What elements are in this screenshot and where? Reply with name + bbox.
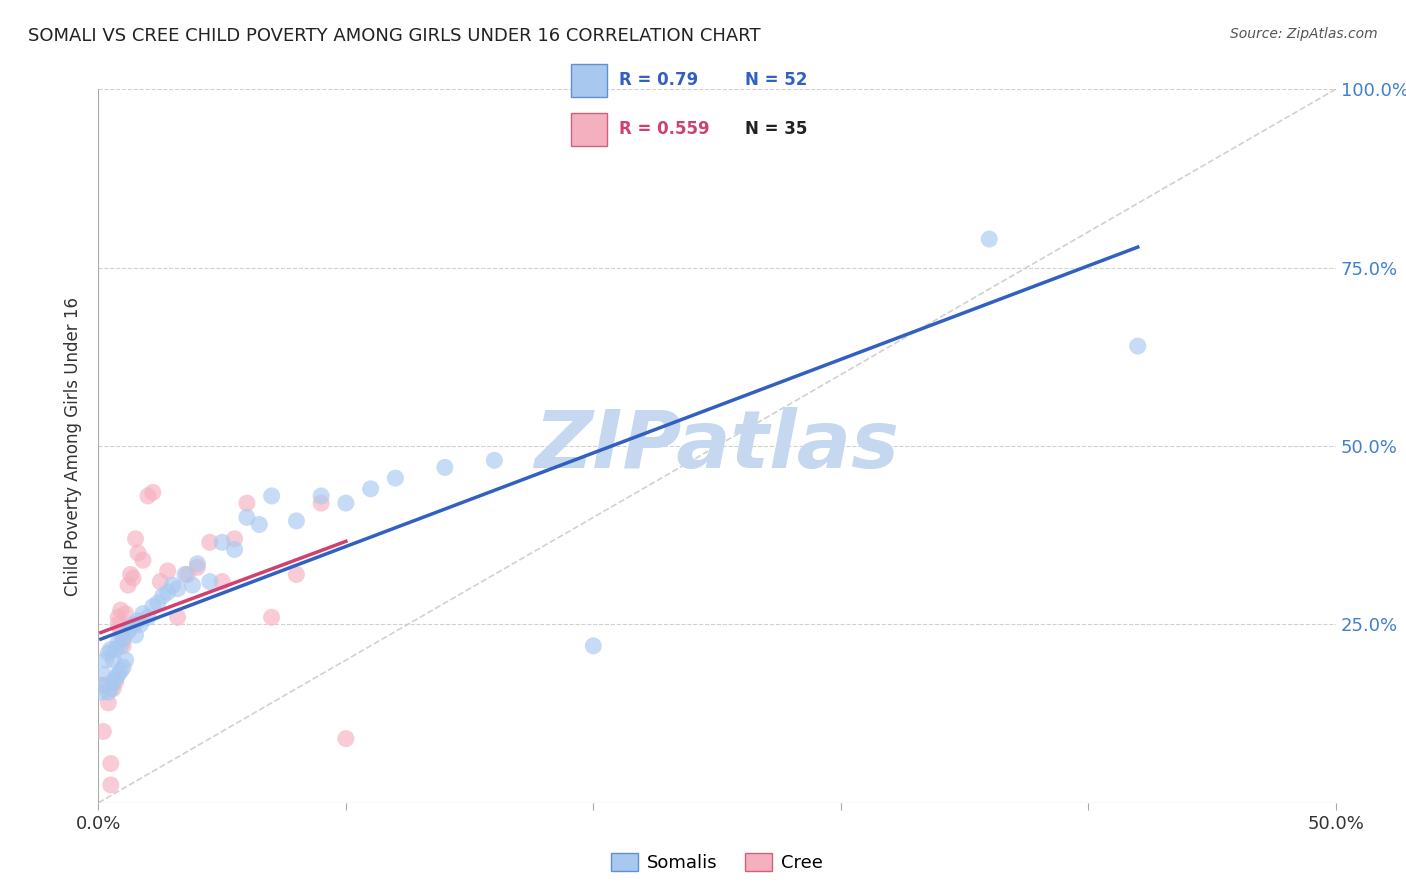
Point bbox=[127, 546, 149, 560]
Point bbox=[309, 496, 332, 510]
Point bbox=[110, 603, 132, 617]
Point bbox=[260, 610, 283, 624]
Point bbox=[117, 624, 139, 639]
Point bbox=[122, 571, 145, 585]
Point bbox=[103, 674, 125, 689]
Point bbox=[149, 574, 172, 589]
Point bbox=[132, 553, 155, 567]
Point bbox=[100, 681, 122, 696]
Point bbox=[236, 510, 259, 524]
Point bbox=[129, 617, 152, 632]
Text: R = 0.79: R = 0.79 bbox=[619, 70, 697, 88]
Point bbox=[186, 560, 208, 574]
Point bbox=[132, 607, 155, 621]
Point bbox=[112, 632, 135, 646]
Point bbox=[335, 731, 357, 746]
Point bbox=[114, 653, 136, 667]
Point bbox=[94, 653, 117, 667]
Text: ZIPatlas: ZIPatlas bbox=[534, 407, 900, 485]
Point bbox=[100, 756, 122, 771]
Point bbox=[104, 671, 127, 685]
Point bbox=[166, 610, 188, 624]
Point bbox=[114, 607, 136, 621]
Point bbox=[120, 567, 142, 582]
Point bbox=[100, 778, 122, 792]
Point bbox=[979, 232, 1001, 246]
Point bbox=[224, 532, 246, 546]
Point bbox=[93, 667, 115, 681]
Point bbox=[198, 574, 221, 589]
FancyBboxPatch shape bbox=[571, 113, 607, 145]
Point bbox=[176, 567, 198, 582]
Point bbox=[124, 532, 146, 546]
Point bbox=[484, 453, 506, 467]
Point bbox=[112, 660, 135, 674]
Point bbox=[174, 567, 197, 582]
Text: R = 0.559: R = 0.559 bbox=[619, 120, 709, 138]
Y-axis label: Child Poverty Among Girls Under 16: Child Poverty Among Girls Under 16 bbox=[65, 296, 83, 596]
Point bbox=[104, 674, 127, 689]
Point bbox=[97, 685, 120, 699]
Point bbox=[1126, 339, 1149, 353]
Point bbox=[110, 639, 132, 653]
Point bbox=[582, 639, 605, 653]
Point bbox=[156, 585, 179, 599]
Point bbox=[120, 621, 142, 635]
Point bbox=[136, 489, 159, 503]
Point bbox=[110, 624, 132, 639]
Legend: Somalis, Cree: Somalis, Cree bbox=[605, 846, 830, 880]
Point bbox=[97, 696, 120, 710]
Point bbox=[211, 574, 233, 589]
Point bbox=[186, 557, 208, 571]
Point bbox=[94, 678, 117, 692]
Point bbox=[285, 567, 308, 582]
Point bbox=[100, 642, 122, 657]
Point bbox=[93, 724, 115, 739]
Point bbox=[166, 582, 188, 596]
Point bbox=[107, 667, 129, 681]
Point bbox=[335, 496, 357, 510]
Point bbox=[103, 653, 125, 667]
Point bbox=[285, 514, 308, 528]
Point bbox=[142, 485, 165, 500]
Point bbox=[124, 628, 146, 642]
Point bbox=[211, 535, 233, 549]
Point bbox=[236, 496, 259, 510]
Point bbox=[136, 610, 159, 624]
Point bbox=[433, 460, 456, 475]
Point bbox=[309, 489, 332, 503]
Point bbox=[360, 482, 382, 496]
Point bbox=[142, 599, 165, 614]
Point bbox=[110, 664, 132, 678]
Point bbox=[260, 489, 283, 503]
Point bbox=[104, 642, 127, 657]
Point bbox=[146, 596, 169, 610]
FancyBboxPatch shape bbox=[571, 64, 607, 96]
Text: N = 52: N = 52 bbox=[745, 70, 807, 88]
Point bbox=[156, 564, 179, 578]
Point bbox=[117, 578, 139, 592]
Point bbox=[247, 517, 270, 532]
Point bbox=[107, 610, 129, 624]
Point bbox=[384, 471, 406, 485]
Point bbox=[107, 617, 129, 632]
Point bbox=[224, 542, 246, 557]
Point bbox=[112, 639, 135, 653]
Point bbox=[152, 589, 174, 603]
Text: SOMALI VS CREE CHILD POVERTY AMONG GIRLS UNDER 16 CORRELATION CHART: SOMALI VS CREE CHILD POVERTY AMONG GIRLS… bbox=[28, 27, 761, 45]
Point bbox=[90, 678, 112, 692]
Text: N = 35: N = 35 bbox=[745, 120, 807, 138]
Point bbox=[198, 535, 221, 549]
Point bbox=[122, 617, 145, 632]
Point bbox=[107, 635, 129, 649]
Point bbox=[103, 681, 125, 696]
Point bbox=[162, 578, 184, 592]
Point bbox=[181, 578, 204, 592]
Point bbox=[97, 646, 120, 660]
Point bbox=[127, 614, 149, 628]
Point bbox=[112, 632, 135, 646]
Text: Source: ZipAtlas.com: Source: ZipAtlas.com bbox=[1230, 27, 1378, 41]
Point bbox=[90, 685, 112, 699]
